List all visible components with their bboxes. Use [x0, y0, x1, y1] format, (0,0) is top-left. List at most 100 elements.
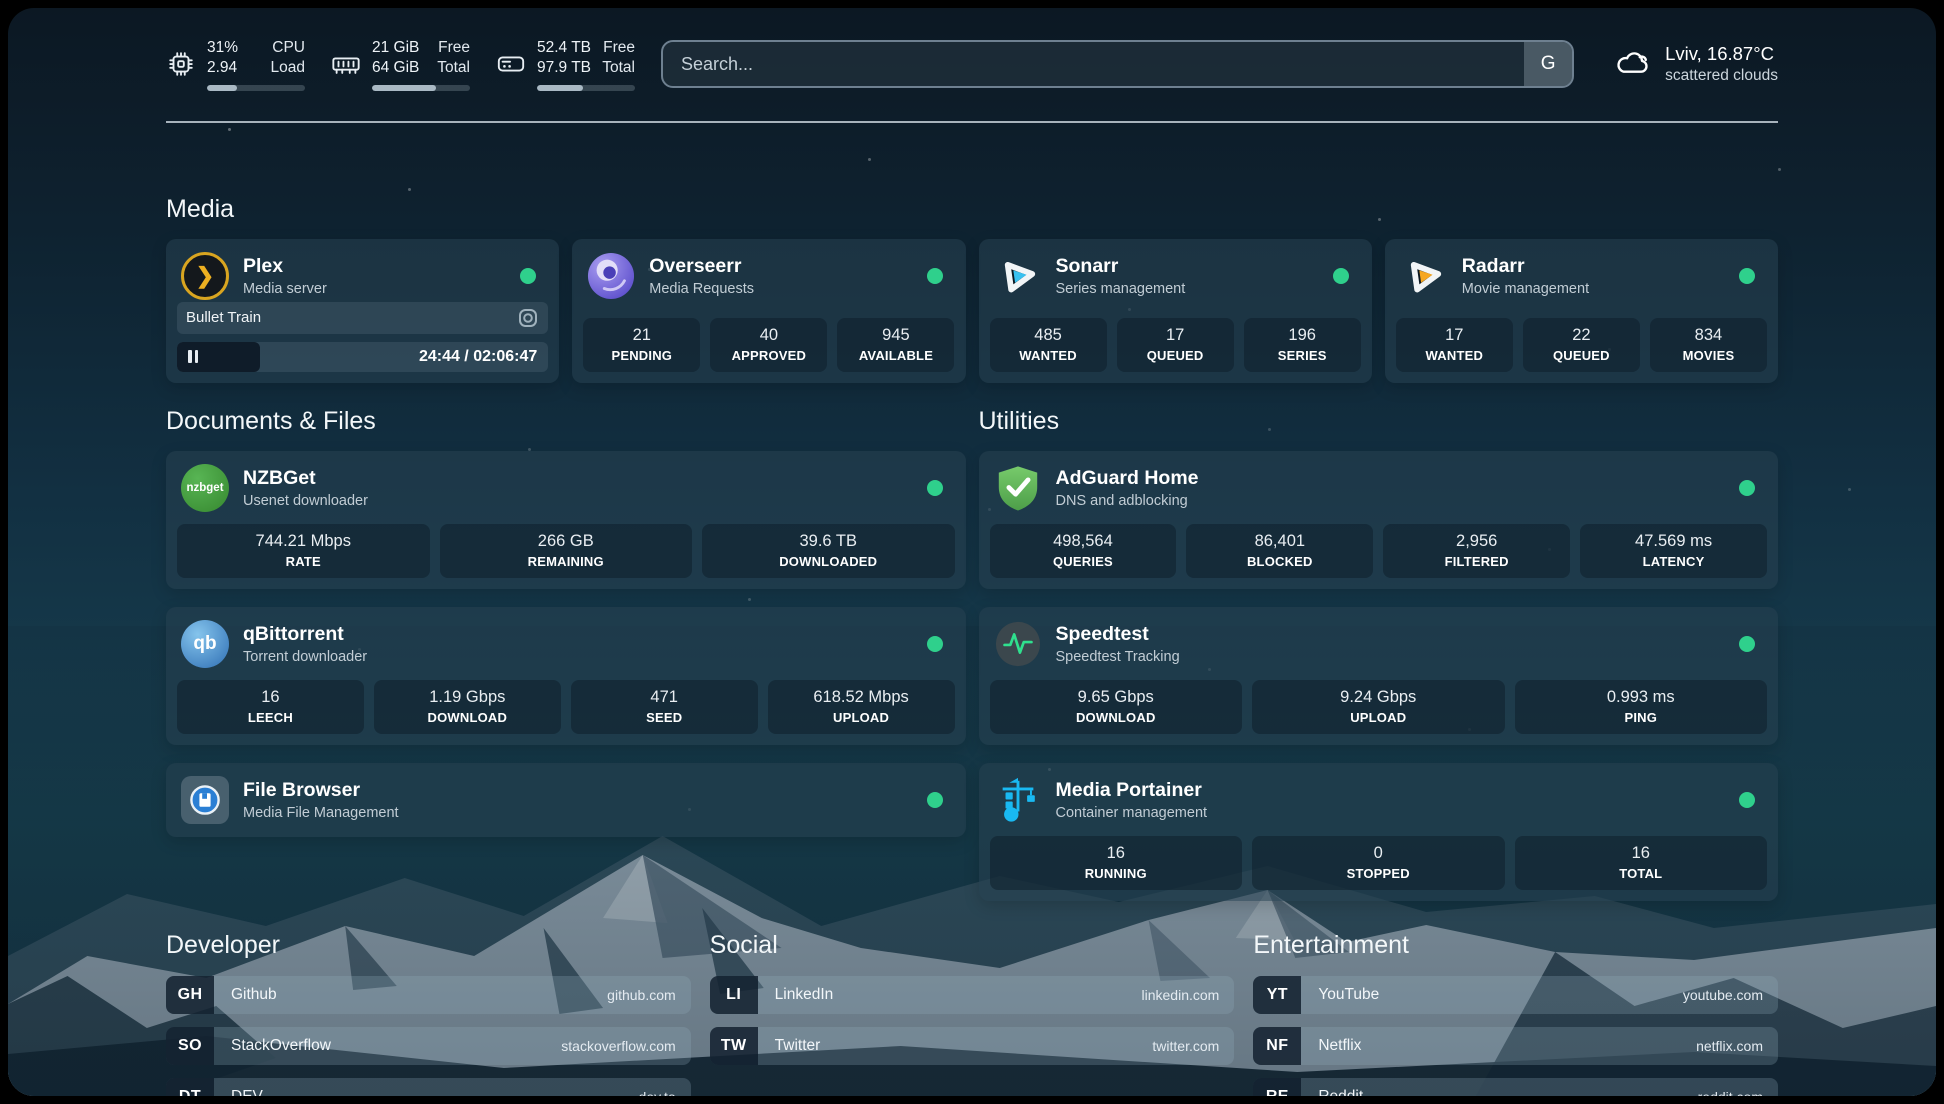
bookmark-dev[interactable]: DT DEV dev.to	[166, 1077, 691, 1096]
bookmark-abbr: DT	[166, 1077, 214, 1096]
service-card-nzbget[interactable]: nzbget NZBGet Usenet downloader 744.21 M…	[166, 450, 966, 589]
plex-stream-row: Bullet Train	[177, 301, 549, 334]
stat-pending: 21 PENDING	[583, 317, 701, 372]
bookmark-abbr: RE	[1253, 1077, 1302, 1096]
stat-downloaded: 39.6 TB DOWNLOADED	[702, 523, 955, 578]
stat-latency: 47.569 ms LATENCY	[1580, 523, 1767, 578]
service-card-filebrowser[interactable]: File Browser Media File Management	[166, 762, 966, 837]
portainer-icon	[994, 776, 1042, 824]
stat-approved: 40 APPROVED	[710, 317, 828, 372]
stat-queued: 22 QUEUED	[1522, 317, 1640, 372]
bookmark-name: Github	[231, 985, 277, 1003]
bookmark-stackoverflow[interactable]: SO StackOverflow stackoverflow.com	[166, 1026, 691, 1065]
bookmark-abbr: GH	[166, 975, 214, 1014]
bookmark-url: linkedin.com	[1141, 986, 1220, 1003]
section-title-utilities: Utilities	[978, 406, 1060, 435]
cpu-usage-value: 31%	[207, 39, 239, 56]
service-subtitle: Series management	[1055, 280, 1186, 297]
documents-column: Documents & Files nzbget NZBGet Usenet d…	[166, 407, 966, 837]
top-bar: 31% 2.94 CPU Load	[166, 38, 1778, 91]
service-card-plex[interactable]: Plex Media server Bullet Train	[166, 238, 560, 383]
bookmark-url: github.com	[607, 986, 676, 1003]
memory-progress-bar	[372, 84, 470, 91]
cpu-progress-bar	[207, 84, 305, 91]
section-title-social: Social	[709, 930, 778, 959]
bookmark-url: twitter.com	[1152, 1037, 1220, 1054]
bookmark-twitter[interactable]: TW Twitter twitter.com	[709, 1026, 1235, 1065]
service-card-sonarr[interactable]: Sonarr Series management 485 WANTED 17 QUE…	[978, 238, 1372, 383]
service-card-portainer[interactable]: Media Portainer Container management 16 R…	[978, 762, 1778, 901]
status-dot	[1332, 267, 1349, 284]
bookmark-name: Netflix	[1318, 1036, 1362, 1054]
service-subtitle: Container management	[1055, 804, 1208, 821]
service-title: AdGuard Home	[1055, 466, 1199, 489]
stat-remaining: 266 GB REMAINING	[439, 523, 692, 578]
memory-icon	[332, 57, 360, 75]
section-title-developer: Developer	[166, 930, 280, 959]
radarr-icon	[1400, 252, 1448, 300]
status-dot	[1739, 635, 1755, 652]
service-title: Sonarr	[1055, 254, 1119, 277]
search-input[interactable]	[663, 42, 1525, 87]
service-subtitle: Media Requests	[649, 280, 755, 297]
weather-location-temp: Lviv, 16.87°C	[1665, 43, 1774, 65]
search-provider-button[interactable]: G	[1524, 42, 1573, 87]
disk-free-value: 52.4 TB	[537, 39, 592, 56]
adguard-icon	[994, 464, 1042, 512]
playback-time: 24:44 / 02:06:47	[418, 347, 538, 365]
bookmark-reddit[interactable]: RE Reddit reddit.com	[1253, 1077, 1778, 1096]
bookmark-abbr: NF	[1253, 1026, 1302, 1065]
stat-available: 945 AVAILABLE	[837, 317, 955, 372]
stat-running: 16 RUNNING	[989, 835, 1242, 890]
bookmark-youtube[interactable]: YT YouTube youtube.com	[1253, 975, 1778, 1014]
service-card-overseerr[interactable]: Overseerr Media Requests 21 PENDING 40 APP…	[572, 238, 966, 383]
service-card-radarr[interactable]: Radarr Movie management 17 WANTED 22 QUEUE…	[1384, 238, 1778, 383]
bookmark-url: reddit.com	[1698, 1078, 1778, 1096]
speedtest-icon	[994, 620, 1042, 668]
bookmark-netflix[interactable]: NF Netflix netflix.com	[1253, 1026, 1778, 1065]
stat-stopped: 0 STOPPED	[1252, 835, 1505, 890]
bookmark-github[interactable]: GH Github github.com	[166, 975, 691, 1014]
bookmark-url: dev.to	[639, 1078, 691, 1096]
bookmark-abbr: LI	[709, 975, 758, 1014]
bookmark-url: youtube.com	[1682, 986, 1763, 1003]
disk-free-label: Free	[603, 39, 635, 56]
service-title: Plex	[243, 254, 284, 277]
stat-rate: 744.21 Mbps RATE	[177, 523, 430, 578]
resource-widgets: 31% 2.94 CPU Load	[166, 38, 635, 91]
service-title: Radarr	[1461, 254, 1525, 277]
service-card-qbittorrent[interactable]: qb qBittorrent Torrent downloader 16 LEEC…	[166, 606, 966, 745]
service-title: NZBGet	[243, 466, 316, 489]
weather-condition: scattered clouds	[1665, 67, 1778, 85]
bookmark-name: StackOverflow	[231, 1036, 331, 1054]
search-bar[interactable]: G	[661, 40, 1575, 89]
view-stream-icon[interactable]	[517, 307, 539, 329]
weather-widget: Lviv, 16.87°C scattered clouds	[1612, 43, 1778, 85]
disk-icon	[497, 56, 525, 72]
resource-widget-memory: 21 GiB 64 GiB Free Total	[331, 38, 470, 91]
memory-free-value: 21 GiB	[372, 39, 420, 56]
overseerr-icon	[587, 252, 635, 300]
stat-queries: 498,564 QUERIES	[989, 523, 1177, 578]
service-card-speedtest[interactable]: Speedtest Speedtest Tracking 9.65 Gbps DO…	[978, 606, 1778, 745]
status-dot	[1739, 791, 1755, 808]
stat-total: 16 TOTAL	[1514, 835, 1767, 890]
service-title: File Browser	[243, 778, 361, 801]
service-card-adguard[interactable]: AdGuard Home DNS and adblocking 498,564 Q…	[978, 450, 1778, 589]
filebrowser-icon	[181, 775, 229, 824]
memory-total-label: Total	[437, 59, 470, 77]
bookmark-linkedin[interactable]: LI LinkedIn linkedin.com	[709, 975, 1235, 1014]
bookmark-abbr: TW	[709, 1026, 758, 1065]
bookmarks-grid: Developer GH Github github.com SO StackO…	[166, 931, 1778, 1096]
status-dot	[1739, 267, 1755, 284]
stat-wanted: 17 WANTED	[1395, 317, 1513, 372]
stat-movies: 834 MOVIES	[1649, 317, 1767, 372]
bookmark-url: stackoverflow.com	[561, 1037, 676, 1054]
cpu-icon	[169, 52, 193, 77]
disk-total-label: Total	[602, 59, 635, 77]
stat-seed: 471 SEED	[570, 679, 758, 734]
service-subtitle: Media server	[243, 280, 327, 297]
cloud-icon	[1617, 52, 1648, 74]
stat-series: 196 SERIES	[1243, 317, 1361, 372]
